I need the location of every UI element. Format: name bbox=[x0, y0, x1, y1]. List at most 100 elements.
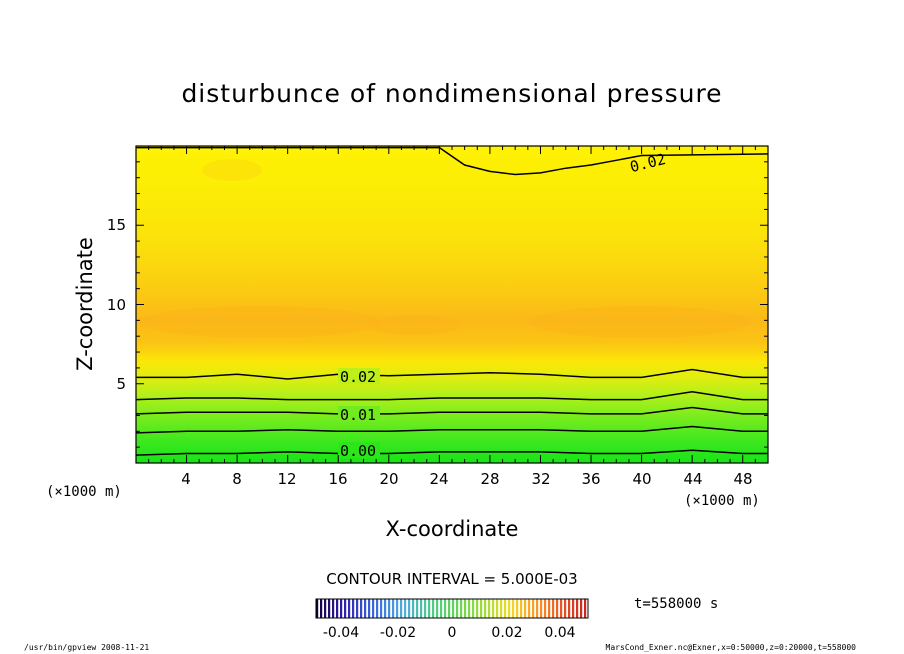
colorbar-swatch bbox=[556, 599, 559, 618]
colorbar-swatch bbox=[364, 599, 367, 618]
colorbar-swatch bbox=[484, 599, 487, 618]
colorbar-swatch bbox=[352, 599, 355, 618]
x-tick-labels: 4 8 12 16 20 24 28 32 36 40 44 48 bbox=[181, 470, 752, 488]
colorbar-swatch bbox=[340, 599, 343, 618]
colorbar-swatch bbox=[540, 599, 543, 618]
footer-left: /usr/bin/gpview 2008-11-21 bbox=[24, 643, 149, 652]
colorbar-swatch bbox=[564, 599, 567, 618]
y-tick-label: 15 bbox=[107, 216, 126, 234]
colorbar-swatch bbox=[372, 599, 375, 618]
colorbar-swatch bbox=[544, 599, 547, 618]
colorbar-swatch bbox=[508, 599, 511, 618]
chart-title: disturbunce of nondimensional pressure bbox=[181, 79, 722, 108]
colorbar-swatch bbox=[440, 599, 443, 618]
colorbar-swatch bbox=[452, 599, 455, 618]
colorbar-swatch bbox=[568, 599, 571, 618]
colorbar-swatch bbox=[524, 599, 527, 618]
colorbar-swatch bbox=[388, 599, 391, 618]
x-tick-label: 4 bbox=[181, 470, 191, 488]
colorbar-swatch bbox=[348, 599, 351, 618]
contour-label: 0.02 bbox=[340, 368, 376, 386]
contour-line bbox=[136, 146, 768, 176]
x-tick-label: 16 bbox=[328, 470, 347, 488]
colorbar-swatch bbox=[428, 599, 431, 618]
colorbar-swatch bbox=[572, 599, 575, 618]
colorbar-swatch bbox=[344, 599, 347, 618]
colorbar-swatch bbox=[468, 599, 471, 618]
x-unit-right: (×1000 m) bbox=[684, 493, 760, 509]
colorbar-swatch bbox=[500, 599, 503, 618]
contour-interval-label: CONTOUR INTERVAL = 5.000E-03 bbox=[326, 570, 577, 588]
contour-line bbox=[136, 390, 768, 401]
x-unit-left: (×1000 m) bbox=[46, 484, 122, 500]
colorbar-frame bbox=[315, 598, 589, 619]
colorbar-swatch bbox=[400, 599, 403, 618]
time-label: t=558000 s bbox=[634, 596, 718, 612]
colorbar-swatch bbox=[356, 599, 359, 618]
x-tick-label: 32 bbox=[531, 470, 550, 488]
contour-line bbox=[136, 406, 768, 415]
colorbar-swatch bbox=[444, 599, 447, 618]
contour-line bbox=[136, 425, 768, 434]
contour-label: 0.00 bbox=[340, 442, 376, 460]
x-tick-label: 48 bbox=[733, 470, 752, 488]
x-tick-label: 44 bbox=[683, 470, 702, 488]
colorbar-swatch bbox=[424, 599, 427, 618]
colorbar-swatch bbox=[420, 599, 423, 618]
colorbar-swatch bbox=[416, 599, 419, 618]
colorbar-tick-label: -0.04 bbox=[323, 625, 359, 641]
colorbar-swatch bbox=[552, 599, 555, 618]
colorbar-swatch bbox=[528, 599, 531, 618]
colorbar-swatch bbox=[432, 599, 435, 618]
colorbar-swatch bbox=[460, 599, 463, 618]
colorbar-swatch bbox=[436, 599, 439, 618]
x-tick-label: 20 bbox=[379, 470, 398, 488]
colorbar-swatch bbox=[360, 599, 363, 618]
colorbar-swatch bbox=[512, 599, 515, 618]
colorbar-tick-label: -0.02 bbox=[380, 625, 416, 641]
colorbar-swatch bbox=[384, 599, 387, 618]
colorbar-swatch bbox=[472, 599, 475, 618]
colorbar-swatch bbox=[332, 599, 335, 618]
colorbar-swatch bbox=[392, 599, 395, 618]
colorbar-swatch bbox=[580, 599, 583, 618]
axis-ticks bbox=[135, 145, 769, 464]
contour-line bbox=[136, 368, 768, 380]
contour-line bbox=[136, 449, 768, 456]
colorbar-swatch bbox=[408, 599, 411, 618]
y-tick-labels: 5 10 15 bbox=[107, 216, 126, 393]
y-tick-label: 5 bbox=[116, 375, 126, 393]
colorbar-swatch bbox=[504, 599, 507, 618]
colorbar-swatch bbox=[492, 599, 495, 618]
colorbar-swatch bbox=[396, 599, 399, 618]
colorbar-swatch bbox=[560, 599, 563, 618]
colorbar-swatch bbox=[536, 599, 539, 618]
x-tick-label: 8 bbox=[232, 470, 242, 488]
colorbar-swatch bbox=[576, 599, 579, 618]
colorbar bbox=[316, 599, 587, 618]
x-axis-label: X-coordinate bbox=[386, 517, 519, 541]
colorbar-swatch bbox=[584, 599, 587, 618]
colorbar-swatch bbox=[328, 599, 331, 618]
colorbar-swatch bbox=[324, 599, 327, 618]
colorbar-swatch bbox=[336, 599, 339, 618]
contour-label: 0.01 bbox=[340, 406, 376, 424]
colorbar-swatch bbox=[496, 599, 499, 618]
colorbar-swatch bbox=[488, 599, 491, 618]
colorbar-swatch bbox=[480, 599, 483, 618]
colorbar-swatch bbox=[516, 599, 519, 618]
colorbar-tick-label: 0 bbox=[448, 625, 457, 641]
footer-right: MarsCond_Exner.nc@Exner,x=0:50000,z=0:20… bbox=[606, 643, 857, 652]
y-axis-label: Z-coordinate bbox=[73, 237, 97, 371]
x-tick-label: 12 bbox=[277, 470, 296, 488]
colorbar-tick-label: 0.02 bbox=[491, 625, 522, 641]
contour-field bbox=[136, 146, 768, 463]
colorbar-swatch bbox=[320, 599, 323, 618]
colorbar-tick-labels: -0.04 -0.02 0 0.02 0.04 bbox=[323, 625, 576, 641]
x-tick-label: 36 bbox=[581, 470, 600, 488]
colorbar-swatch bbox=[464, 599, 467, 618]
colorbar-swatch bbox=[456, 599, 459, 618]
colorbar-swatch bbox=[532, 599, 535, 618]
field-features bbox=[136, 146, 768, 456]
